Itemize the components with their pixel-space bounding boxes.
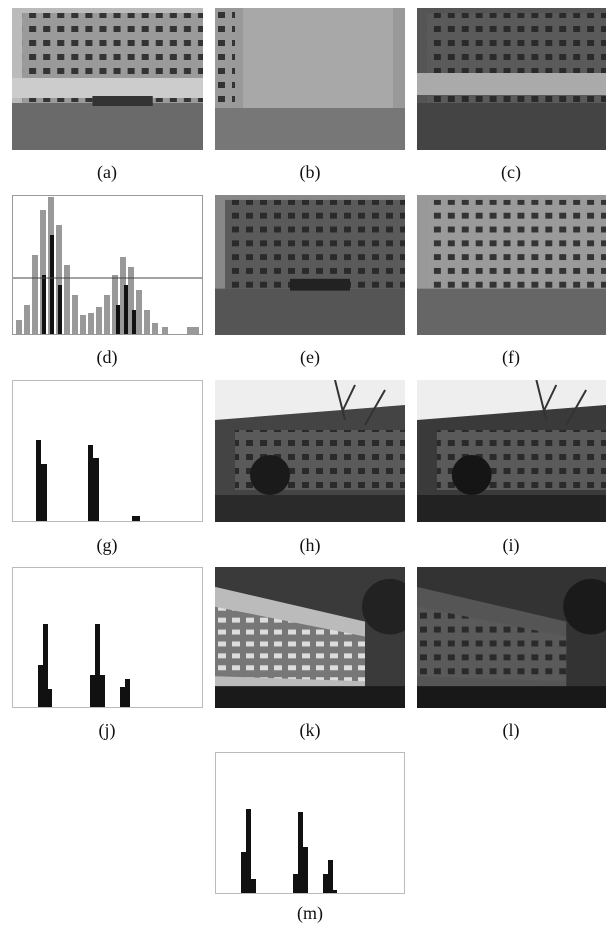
photo — [215, 8, 405, 150]
panel-label: (c) — [461, 162, 561, 183]
panel-label: (j) — [57, 720, 157, 741]
histogram-image — [12, 567, 203, 708]
panel-label: (i) — [461, 535, 561, 556]
photo — [215, 195, 405, 335]
panel-label: (k) — [260, 720, 360, 741]
panel-label: (f) — [461, 347, 561, 368]
panel-label: (a) — [57, 162, 157, 183]
histogram-image — [12, 195, 203, 335]
panel-label: (g) — [57, 535, 157, 556]
histogram-image — [12, 380, 203, 522]
panel-label: (m) — [260, 903, 360, 924]
photo — [12, 8, 203, 150]
photo — [417, 380, 606, 522]
panel-label: (e) — [260, 347, 360, 368]
photo — [417, 8, 606, 150]
histogram-image — [215, 752, 405, 894]
panel-label: (h) — [260, 535, 360, 556]
photo — [417, 567, 606, 708]
panel-label: (b) — [260, 162, 360, 183]
photo — [417, 195, 606, 335]
figure: (a) (b) (c) (d) (e) (f) (g) (h) (i) (j) … — [0, 0, 606, 928]
photo — [215, 567, 405, 708]
photo — [215, 380, 405, 522]
panel-label: (d) — [57, 347, 157, 368]
panel-label: (l) — [461, 720, 561, 741]
